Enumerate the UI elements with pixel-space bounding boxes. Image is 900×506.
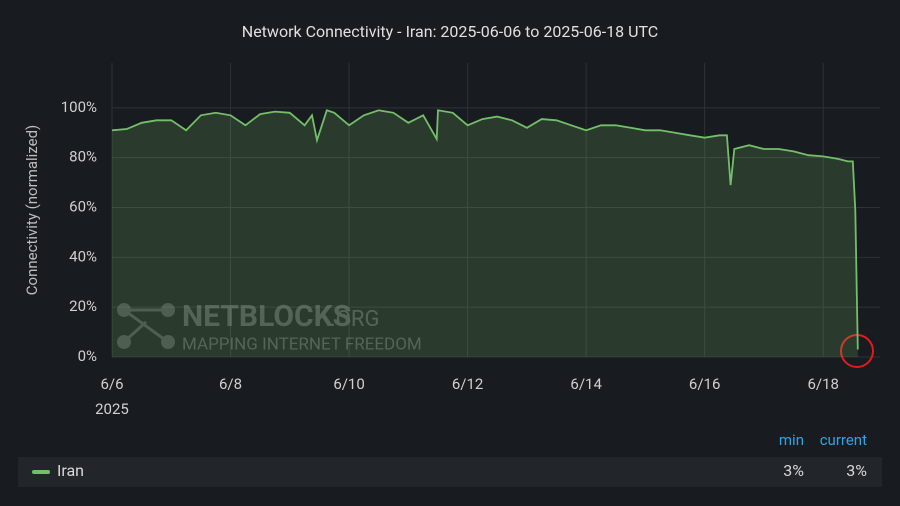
x-tick-label: 6/16 [689,375,720,393]
y-axis-label: Connectivity (normalized) [23,125,41,296]
watermark: NETBLOCKS .ORG MAPPING INTERNET FREEDOM [117,299,422,354]
y-tick-label: 80% [69,148,97,166]
x-tick-label: 6/12 [452,375,483,393]
y-tick-label: 100% [61,98,97,116]
legend-header: min [779,431,804,449]
y-tick-label: 20% [69,297,97,315]
y-tick-label: 40% [69,247,97,265]
legend-current: 3% [846,461,867,480]
watermark-suffix: .ORG [330,307,379,332]
legend-swatch [32,470,50,474]
x-tick-label: 6/18 [807,375,838,393]
watermark-name: NETBLOCKS [182,299,351,334]
x-tick-label: 6/14 [570,375,602,393]
chart-title: Network Connectivity - Iran: 2025-06-06 … [242,22,658,41]
logo-lines [122,308,169,344]
x-tick-label: 6/10 [333,375,364,393]
legend-row [18,457,882,487]
legend-label: Iran [57,461,84,480]
x-year-label: 2025 [95,400,129,418]
logo-dot [161,303,175,317]
legend-header: current [820,431,867,449]
watermark-tagline: MAPPING INTERNET FREEDOM [182,334,422,354]
logo-dot [117,335,131,349]
logo-dot [161,335,175,349]
legend-min: 3% [783,461,804,480]
y-tick-label: 0% [78,347,97,365]
line [111,109,859,350]
y-tick-label: 60% [69,197,97,215]
grid [111,63,880,358]
x-tick-label: 6/6 [100,375,123,393]
area [112,110,858,357]
logo-dot [117,303,131,317]
x-tick-label: 6/8 [219,375,242,393]
